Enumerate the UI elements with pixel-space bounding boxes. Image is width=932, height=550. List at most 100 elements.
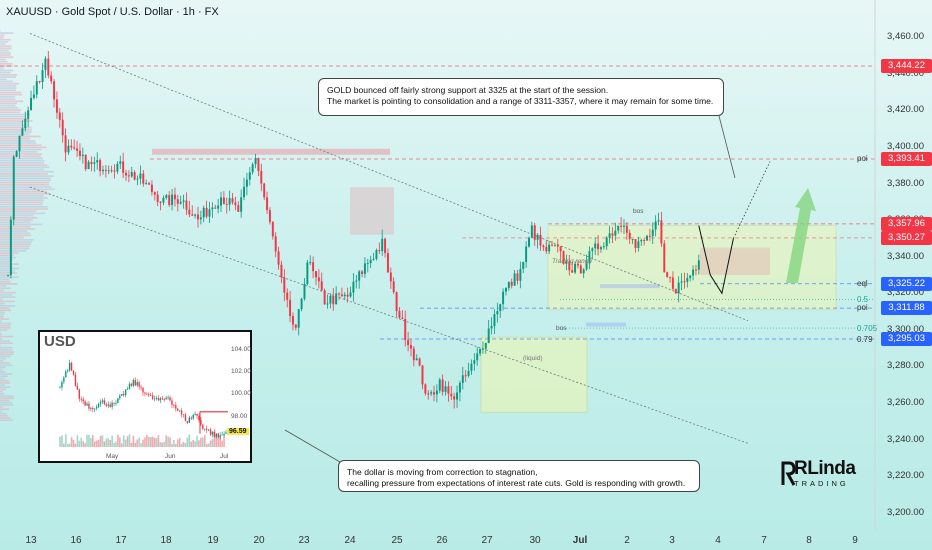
y-tick-label: 3,220.00	[887, 470, 924, 482]
candle-body	[87, 161, 90, 170]
candle-body	[240, 197, 243, 212]
demand-zone-low	[586, 322, 626, 327]
candle-body	[67, 145, 70, 153]
level-label: eql	[857, 278, 868, 288]
usd-volume-bar	[59, 436, 61, 447]
candle-body	[349, 292, 352, 297]
volume-profile-bar	[0, 265, 13, 268]
volume-profile-bar	[0, 327, 11, 329]
volume-profile-bar	[0, 41, 9, 43]
candle-body	[90, 161, 93, 164]
volume-profile-bar	[0, 155, 42, 158]
candle-body	[243, 186, 246, 198]
volume-profile-bar	[0, 197, 48, 199]
usd-candle-body	[171, 400, 173, 405]
usd-candle-body	[119, 395, 121, 399]
brand-logo: RLinda TRADING	[780, 458, 860, 490]
candle-body	[320, 281, 323, 291]
usd-inset-chart[interactable]: USD 98.00 100.00 102.00 104.00 96.59 May Jun J…	[38, 330, 252, 463]
candle-body	[559, 246, 562, 252]
volume-profile-bar	[0, 335, 14, 338]
candle-body	[96, 160, 99, 163]
candle-body	[346, 294, 349, 297]
volume-profile-bar	[0, 100, 24, 103]
x-tick-label: 17	[115, 535, 127, 546]
candle-body	[156, 194, 159, 202]
candle-body	[139, 173, 142, 179]
volume-profile	[0, 30, 55, 422]
candle-body	[153, 192, 156, 195]
candle-body	[263, 183, 266, 198]
volume-profile-bar	[0, 395, 14, 397]
y-tick-label: 3,240.00	[887, 433, 924, 445]
candle-body	[634, 239, 637, 248]
volume-profile-bar	[0, 115, 26, 118]
candle-body	[107, 170, 110, 172]
volume-profile-bar	[0, 393, 5, 395]
usd-volume-bar	[72, 439, 75, 447]
candle-body	[654, 221, 657, 230]
usd-candle-body	[180, 410, 183, 415]
candle-body	[260, 170, 263, 184]
bos-label-mid: bos	[556, 325, 567, 332]
candle-body	[363, 263, 366, 274]
usd-volume-bar	[99, 435, 102, 447]
volume-profile-bar	[0, 168, 45, 171]
y-tick-label: 3,260.00	[887, 397, 924, 409]
candle-body	[689, 275, 692, 279]
x-tick-label: 2	[624, 535, 630, 546]
bullish-arrow-icon	[786, 188, 816, 283]
usd-volume-bar	[157, 435, 160, 447]
candle-body	[476, 353, 479, 361]
usd-volume-bar	[180, 443, 183, 447]
usd-volume-bar	[200, 437, 202, 447]
candle-body	[332, 295, 335, 305]
volume-profile-bar	[0, 338, 3, 340]
y-tick-label: 3,400.00	[887, 140, 924, 152]
level-label: 0.705	[857, 323, 878, 333]
candle-body	[660, 220, 663, 244]
candle-body	[12, 156, 15, 220]
usd-candle-body	[138, 382, 140, 387]
candle-body	[398, 311, 401, 318]
usd-candle-body	[184, 414, 187, 422]
volume-profile-bar	[0, 232, 31, 235]
candle-body	[18, 135, 21, 152]
volume-profile-bar	[0, 71, 11, 74]
usd-volume-bar	[188, 434, 191, 447]
usd-volume-bar	[198, 440, 200, 447]
price-tag: 3,295.03	[881, 331, 932, 346]
candle-body	[545, 247, 548, 252]
usd-candle-body	[72, 370, 75, 375]
candle-body	[289, 299, 292, 317]
candle-body	[343, 294, 346, 297]
usd-volume-bar	[205, 443, 208, 447]
candle-body	[291, 316, 294, 325]
candle-body	[415, 358, 418, 361]
candle-body	[646, 235, 648, 241]
volume-profile-bar	[0, 159, 45, 162]
usd-candle-body	[82, 399, 84, 402]
usd-candle-body	[219, 435, 221, 438]
candle-body	[539, 234, 542, 246]
candle-body	[389, 272, 392, 282]
usd-candle-body	[144, 392, 146, 394]
candle-body	[588, 251, 591, 264]
candle-body	[58, 112, 61, 120]
candle-body	[205, 207, 208, 217]
price-tag: 3,325.22	[881, 276, 932, 291]
candle-body	[162, 197, 165, 203]
usd-candle-body	[134, 380, 136, 386]
usd-candle-body	[105, 404, 108, 406]
candle-body	[611, 233, 614, 236]
volume-profile-bar	[0, 102, 17, 105]
usd-volume-bar	[76, 435, 79, 447]
volume-profile-bar	[0, 219, 33, 221]
usd-candle-body	[101, 400, 104, 403]
usd-candle-body	[211, 431, 214, 435]
volume-profile-bar	[0, 305, 16, 307]
x-tick-label: 20	[253, 535, 265, 546]
candle-body	[556, 244, 559, 247]
usd-candle-body	[190, 417, 192, 419]
